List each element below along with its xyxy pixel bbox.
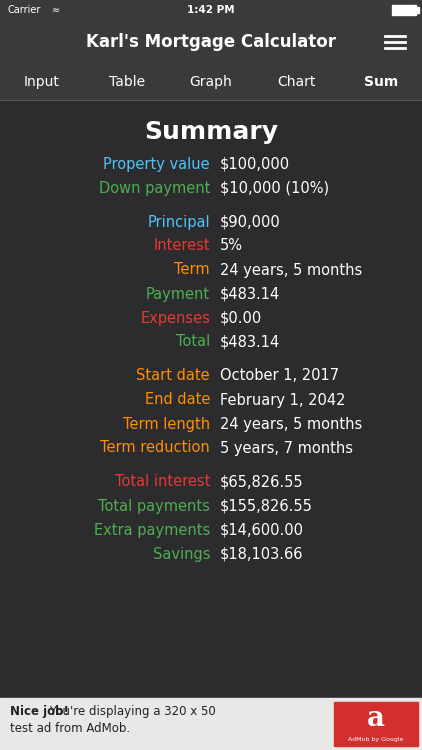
Text: 24 years, 5 months: 24 years, 5 months: [220, 416, 362, 431]
Text: 24 years, 5 months: 24 years, 5 months: [220, 262, 362, 278]
Text: Property value: Property value: [103, 157, 210, 172]
Text: $155,826.55: $155,826.55: [220, 499, 313, 514]
Text: $100,000: $100,000: [220, 157, 290, 172]
Text: Carrier: Carrier: [8, 5, 41, 15]
Text: February 1, 2042: February 1, 2042: [220, 392, 346, 407]
Text: October 1, 2017: October 1, 2017: [220, 368, 339, 383]
Bar: [0, 698, 422, 750]
Text: $18,103.66: $18,103.66: [220, 547, 303, 562]
Text: Graph: Graph: [189, 75, 233, 89]
Text: AdMob by Google: AdMob by Google: [348, 737, 404, 742]
Text: Start date: Start date: [136, 368, 210, 383]
Bar: [0, 0, 422, 20]
Text: $65,826.55: $65,826.55: [220, 475, 303, 490]
Text: Summary: Summary: [144, 120, 278, 144]
Text: Total payments: Total payments: [98, 499, 210, 514]
Text: $10,000 (10%): $10,000 (10%): [220, 181, 329, 196]
Text: $483.14: $483.14: [220, 334, 280, 350]
Text: Savings: Savings: [152, 547, 210, 562]
Text: test ad from AdMob.: test ad from AdMob.: [10, 722, 130, 734]
Text: $90,000: $90,000: [220, 214, 281, 230]
Bar: [416, 7, 419, 13]
Text: Sum: Sum: [364, 75, 398, 89]
Text: $483.14: $483.14: [220, 286, 280, 302]
Text: Down payment: Down payment: [99, 181, 210, 196]
Bar: [0, 64, 422, 100]
Text: Expenses: Expenses: [140, 310, 210, 326]
Text: Term length: Term length: [123, 416, 210, 431]
Text: Total interest: Total interest: [115, 475, 210, 490]
Text: Interest: Interest: [153, 238, 210, 254]
Bar: [0, 20, 422, 64]
Bar: [392, 5, 416, 15]
Text: End date: End date: [145, 392, 210, 407]
Text: Table: Table: [109, 75, 145, 89]
Text: a: a: [367, 706, 385, 733]
Text: Payment: Payment: [146, 286, 210, 302]
Text: Chart: Chart: [277, 75, 315, 89]
Bar: [334, 702, 418, 746]
Text: Term: Term: [174, 262, 210, 278]
Text: Total: Total: [176, 334, 210, 350]
Text: $14,600.00: $14,600.00: [220, 523, 304, 538]
Text: $0.00: $0.00: [220, 310, 262, 326]
Bar: [393, 6, 415, 14]
Text: Extra payments: Extra payments: [94, 523, 210, 538]
Text: Nice job!: Nice job!: [10, 706, 69, 718]
Text: ≈: ≈: [52, 5, 60, 15]
Text: You're displaying a 320 x 50: You're displaying a 320 x 50: [46, 706, 216, 718]
Text: Principal: Principal: [147, 214, 210, 230]
Text: Karl's Mortgage Calculator: Karl's Mortgage Calculator: [86, 33, 336, 51]
Text: 5%: 5%: [220, 238, 243, 254]
Text: Term reduction: Term reduction: [100, 440, 210, 455]
Text: 1:42 PM: 1:42 PM: [187, 5, 235, 15]
Text: 5 years, 7 months: 5 years, 7 months: [220, 440, 353, 455]
Text: Input: Input: [24, 75, 60, 89]
